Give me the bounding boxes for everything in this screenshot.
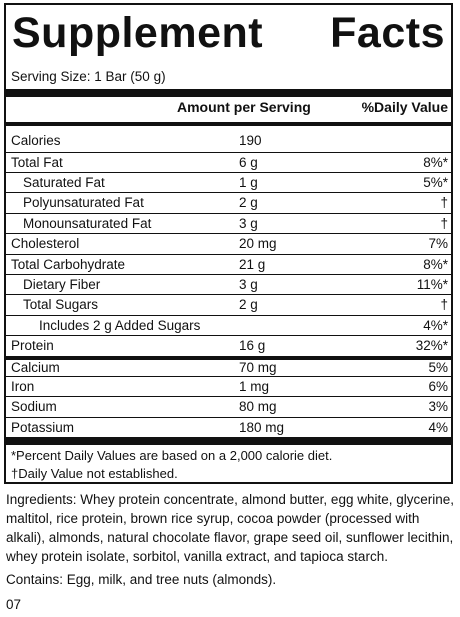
nutrient-amount: 3 g bbox=[239, 277, 258, 292]
nutrient-daily-value: 32%* bbox=[415, 338, 448, 353]
nutrient-label: Includes 2 g Added Sugars bbox=[39, 318, 201, 333]
nutrient-label: Calories bbox=[11, 133, 61, 148]
serving-size: Serving Size: 1 Bar (50 g) bbox=[11, 69, 166, 84]
header-amount-per-serving: Amount per Serving bbox=[177, 99, 311, 115]
nutrient-row: Iron 1 mg 6% bbox=[6, 376, 451, 397]
nutrient-daily-value: 4% bbox=[428, 420, 448, 435]
nutrient-label: Monounsaturated Fat bbox=[23, 216, 152, 231]
nutrient-label: Protein bbox=[11, 338, 54, 353]
header-daily-value: %Daily Value bbox=[361, 99, 448, 115]
nutrient-row: Total Carbohydrate 21 g 8%* bbox=[6, 254, 451, 275]
footer-divider bbox=[6, 437, 451, 445]
nutrient-amount: 6 g bbox=[239, 155, 258, 170]
nutrient-label: Total Fat bbox=[11, 155, 63, 170]
nutrient-row: Protein 16 g 32%* bbox=[6, 335, 451, 356]
nutrient-row: Total Fat 6 g 8%* bbox=[6, 152, 451, 173]
nutrient-label: Iron bbox=[11, 379, 35, 394]
nutrient-daily-value: 7% bbox=[428, 236, 448, 251]
nutrient-daily-value: 8%* bbox=[423, 257, 448, 272]
nutrient-label: Dietary Fiber bbox=[23, 277, 101, 292]
ingredients-text: Ingredients: Whey protein concentrate, a… bbox=[6, 492, 455, 564]
title-word-facts: Facts bbox=[330, 9, 445, 57]
nutrient-daily-value: 11%* bbox=[416, 277, 448, 292]
nutrient-amount: 180 mg bbox=[239, 420, 285, 435]
nutrient-row: Dietary Fiber 3 g 11%* bbox=[6, 274, 451, 295]
nutrient-row: Includes 2 g Added Sugars 4%* bbox=[6, 315, 451, 336]
nutrient-row: Polyunsaturated Fat 2 g † bbox=[6, 192, 451, 213]
nutrient-daily-value: 3% bbox=[428, 399, 448, 414]
nutrient-label: Saturated Fat bbox=[23, 175, 105, 190]
nutrient-label: Sodium bbox=[11, 399, 57, 414]
nutrient-amount: 2 g bbox=[239, 195, 258, 210]
nutrient-daily-value: 5%* bbox=[423, 175, 448, 190]
nutrient-daily-value: † bbox=[440, 195, 448, 210]
nutrient-amount: 80 mg bbox=[239, 399, 277, 414]
allergen-statement: Contains: Egg, milk, and tree nuts (almo… bbox=[6, 572, 277, 587]
panel-title: Supplement Facts bbox=[12, 9, 445, 57]
nutrient-row: Sodium 80 mg 3% bbox=[6, 396, 451, 417]
nutrient-amount: 20 mg bbox=[239, 236, 277, 251]
nutrient-daily-value: † bbox=[440, 297, 448, 312]
footnote-daily-values: *Percent Daily Values are based on a 2,0… bbox=[11, 448, 333, 463]
nutrient-row: Cholesterol 20 mg 7% bbox=[6, 233, 451, 254]
nutrient-daily-value: 8%* bbox=[423, 155, 448, 170]
nutrient-daily-value: 5% bbox=[428, 360, 448, 375]
nutrient-row: Total Sugars 2 g † bbox=[6, 294, 451, 315]
nutrient-amount: 70 mg bbox=[239, 360, 277, 375]
nutrient-label: Potassium bbox=[11, 420, 75, 435]
nutrient-amount: 21 g bbox=[239, 257, 266, 272]
header-divider bbox=[6, 122, 451, 126]
title-word-supplement: Supplement bbox=[12, 9, 264, 57]
nutrient-amount: 1 g bbox=[239, 175, 258, 190]
nutrient-daily-value: † bbox=[440, 216, 448, 231]
thick-divider bbox=[6, 89, 451, 97]
nutrient-row: Saturated Fat 1 g 5%* bbox=[6, 172, 451, 193]
nutrient-row: Potassium 180 mg 4% bbox=[6, 417, 451, 438]
nutrient-amount: 2 g bbox=[239, 297, 258, 312]
footnote-dagger: †Daily Value not established. bbox=[11, 466, 178, 481]
nutrient-row: Calories 190 bbox=[6, 131, 451, 151]
product-code: 07 bbox=[6, 597, 22, 612]
nutrient-daily-value: 6% bbox=[428, 379, 448, 394]
supplement-facts-panel: Supplement Facts Serving Size: 1 Bar (50… bbox=[4, 3, 453, 484]
nutrient-amount: 16 g bbox=[239, 338, 266, 353]
nutrient-amount: 3 g bbox=[239, 216, 258, 231]
nutrient-label: Polyunsaturated Fat bbox=[23, 195, 144, 210]
nutrient-row: Calcium 70 mg 5% bbox=[6, 356, 451, 380]
nutrient-daily-value: 4%* bbox=[423, 318, 448, 333]
nutrient-row: Monounsaturated Fat 3 g † bbox=[6, 213, 451, 234]
nutrient-amount: 190 bbox=[239, 133, 262, 148]
nutrient-label: Total Carbohydrate bbox=[11, 257, 126, 272]
nutrient-label: Total Sugars bbox=[23, 297, 99, 312]
nutrient-label: Calcium bbox=[11, 360, 60, 375]
nutrient-amount: 1 mg bbox=[239, 379, 270, 394]
nutrient-label: Cholesterol bbox=[11, 236, 80, 251]
